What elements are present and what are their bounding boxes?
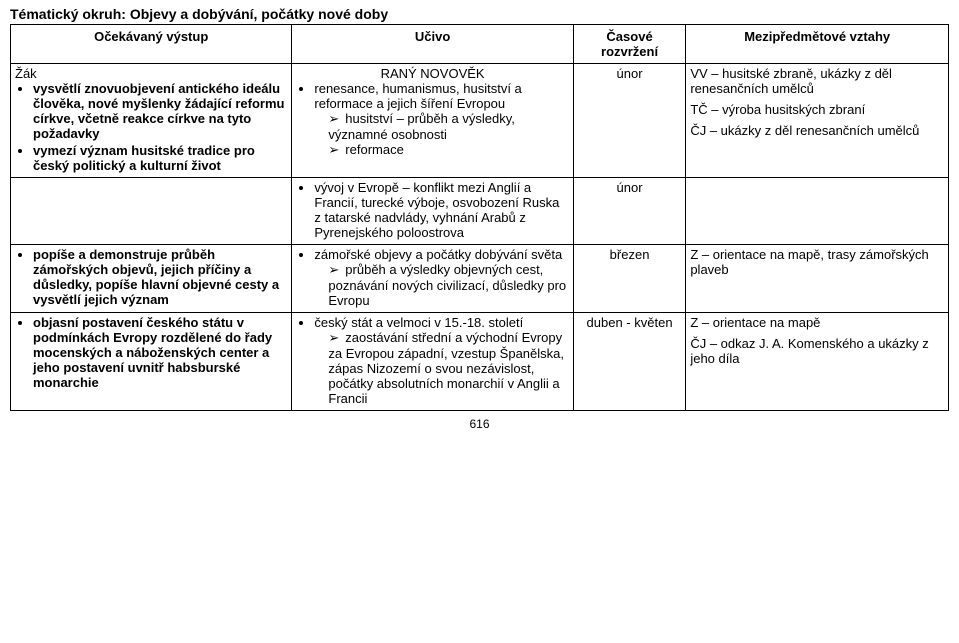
cell-ucivo: vývoj v Evropě – konflikt mezi Anglií a … (292, 178, 573, 245)
cell-outcome (11, 178, 292, 245)
cell-ucivo: zámořské objevy a počátky dobývání světa… (292, 245, 573, 313)
col-header-ucivo: Učivo (292, 25, 573, 64)
ucivo-item: český stát a velmoci v 15.-18. století z… (314, 315, 568, 406)
table-row: vývoj v Evropě – konflikt mezi Anglií a … (11, 178, 949, 245)
ucivo-item: zámořské objevy a počátky dobývání světa… (314, 247, 568, 308)
cell-time: únor (573, 64, 686, 178)
cell-relations (686, 178, 949, 245)
relation-line: ČJ – ukázky z děl renesančních umělců (690, 123, 944, 138)
cell-ucivo: RANÝ NOVOVĚK renesance, humanismus, husi… (292, 64, 573, 178)
outcome-item: objasní postavení českého státu v podmín… (33, 315, 287, 390)
cell-relations: Z – orientace na mapě, trasy zámořských … (686, 245, 949, 313)
outcome-item: vymezí význam husitské tradice pro český… (33, 143, 287, 173)
cell-relations: Z – orientace na mapě ČJ – odkaz J. A. K… (686, 313, 949, 411)
cell-time: březen (573, 245, 686, 313)
curriculum-table: Očekávaný výstup Učivo Časové rozvržení … (10, 24, 949, 411)
ucivo-subitem: husitství – průběh a výsledky, významné … (328, 111, 568, 142)
col-header-relations: Mezipředmětové vztahy (686, 25, 949, 64)
relation-line: VV – husitské zbraně, ukázky z děl renes… (690, 66, 944, 96)
table-row: objasní postavení českého státu v podmín… (11, 313, 949, 411)
cell-outcome: objasní postavení českého státu v podmín… (11, 313, 292, 411)
col-header-outcome: Očekávaný výstup (11, 25, 292, 64)
relation-line: ČJ – odkaz J. A. Komenského a ukázky z j… (690, 336, 944, 366)
cell-relations: VV – husitské zbraně, ukázky z děl renes… (686, 64, 949, 178)
ucivo-subitem: reformace (328, 142, 568, 158)
cell-time: únor (573, 178, 686, 245)
table-row: Žák vysvětlí znovuobjevení antického ide… (11, 64, 949, 178)
cell-time: duben - květen (573, 313, 686, 411)
ucivo-item: vývoj v Evropě – konflikt mezi Anglií a … (314, 180, 568, 240)
col-header-time: Časové rozvržení (573, 25, 686, 64)
topic-heading: Tématický okruh: Objevy a dobývání, počá… (10, 6, 949, 24)
page-number: 616 (10, 417, 949, 431)
relation-line: Z – orientace na mapě, trasy zámořských … (690, 247, 944, 277)
cell-outcome: Žák vysvětlí znovuobjevení antického ide… (11, 64, 292, 178)
table-header-row: Očekávaný výstup Učivo Časové rozvržení … (11, 25, 949, 64)
cell-ucivo: český stát a velmoci v 15.-18. století z… (292, 313, 573, 411)
relation-line: TČ – výroba husitských zbraní (690, 102, 944, 117)
outcome-lead: Žák (15, 66, 287, 81)
table-row: popíše a demonstruje průběh zámořských o… (11, 245, 949, 313)
outcome-item: popíše a demonstruje průběh zámořských o… (33, 247, 287, 307)
relation-line: Z – orientace na mapě (690, 315, 944, 330)
cell-outcome: popíše a demonstruje průběh zámořských o… (11, 245, 292, 313)
ucivo-subitem: zaostávání střední a východní Evropy za … (328, 330, 568, 406)
outcome-item: vysvětlí znovuobjevení antického ideálu … (33, 81, 287, 141)
ucivo-title: RANÝ NOVOVĚK (296, 66, 568, 81)
ucivo-subitem: průběh a výsledky objevných cest, poznáv… (328, 262, 568, 308)
ucivo-item: renesance, humanismus, husitství a refor… (314, 81, 568, 158)
